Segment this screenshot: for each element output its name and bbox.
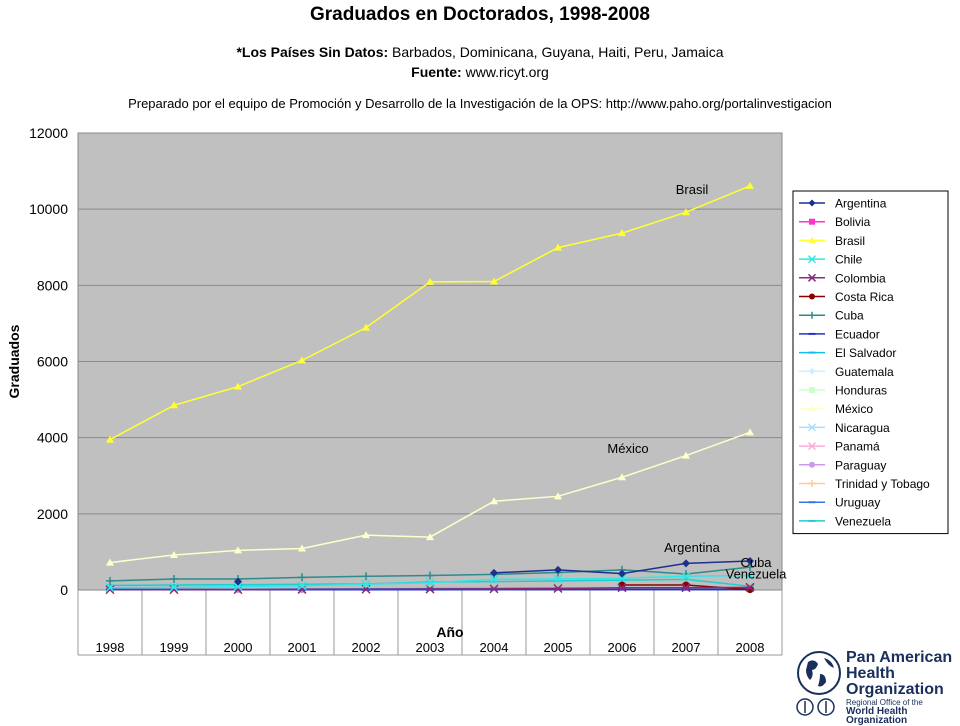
legend-marker xyxy=(809,219,815,225)
x-tick-label: 2003 xyxy=(416,640,445,655)
legend-label: Uruguay xyxy=(835,496,880,510)
legend-label: Paraguay xyxy=(835,458,886,472)
legend-label: Cuba xyxy=(835,309,864,323)
logo-line-1: Pan American xyxy=(846,650,952,666)
legend-label: Guatemala xyxy=(835,365,894,379)
y-tick-label: 10000 xyxy=(29,201,68,217)
logo-line-2: Health xyxy=(846,666,952,682)
logo-sub-2: World Health Organization xyxy=(846,707,958,725)
legend-label: Nicaragua xyxy=(835,421,890,435)
x-tick-label: 1999 xyxy=(160,640,189,655)
x-tick-label: 2000 xyxy=(224,640,253,655)
x-tick-label: 2001 xyxy=(288,640,317,655)
x-tick-label: 2005 xyxy=(544,640,573,655)
x-tick-label: 2006 xyxy=(608,640,637,655)
legend-marker xyxy=(809,462,815,468)
y-tick-label: 0 xyxy=(60,582,68,598)
y-tick-label: 6000 xyxy=(37,354,68,370)
annotation-label: México xyxy=(607,441,648,456)
globe-icon xyxy=(796,650,842,696)
x-tick-label: 1998 xyxy=(96,640,125,655)
who-emblem-icon xyxy=(796,698,836,716)
legend-label: Brasil xyxy=(835,234,865,248)
logo-line-3: Organization xyxy=(846,682,952,698)
logo-subtitle: Regional Office of the World Health Orga… xyxy=(846,698,958,725)
annotation-label: Argentina xyxy=(664,540,720,555)
legend-label: Bolivia xyxy=(835,215,871,229)
legend-label: Trinidad y Tobago xyxy=(835,477,930,491)
legend-label: México xyxy=(835,402,873,416)
legend-label: El Salvador xyxy=(835,346,896,360)
annotation-label: Brasil xyxy=(676,182,709,197)
y-tick-label: 12000 xyxy=(29,125,68,141)
x-tick-label: 2004 xyxy=(480,640,509,655)
legend-label: Argentina xyxy=(835,197,887,211)
logo-text: Pan American Health Organization xyxy=(846,650,952,698)
legend-label: Chile xyxy=(835,253,863,267)
legend-label: Honduras xyxy=(835,384,887,398)
y-tick-label: 8000 xyxy=(37,277,68,293)
x-tick-label: 2007 xyxy=(672,640,701,655)
x-axis-label: Año xyxy=(436,624,463,640)
x-tick-label: 2008 xyxy=(736,640,765,655)
y-tick-label: 2000 xyxy=(37,506,68,522)
x-tick-label: 2002 xyxy=(352,640,381,655)
annotation-label: Venezuela xyxy=(726,567,787,582)
legend-label: Venezuela xyxy=(835,514,891,528)
legend-marker xyxy=(809,387,815,393)
legend-label: Panamá xyxy=(835,440,880,454)
y-tick-label: 4000 xyxy=(37,430,68,446)
legend-label: Colombia xyxy=(835,271,886,285)
y-axis-label: Graduados xyxy=(6,324,22,398)
legend-label: Ecuador xyxy=(835,327,880,341)
legend-label: Costa Rica xyxy=(835,290,894,304)
paho-logo: Pan American Health Organization Regiona… xyxy=(796,648,958,720)
legend-marker xyxy=(809,294,815,300)
